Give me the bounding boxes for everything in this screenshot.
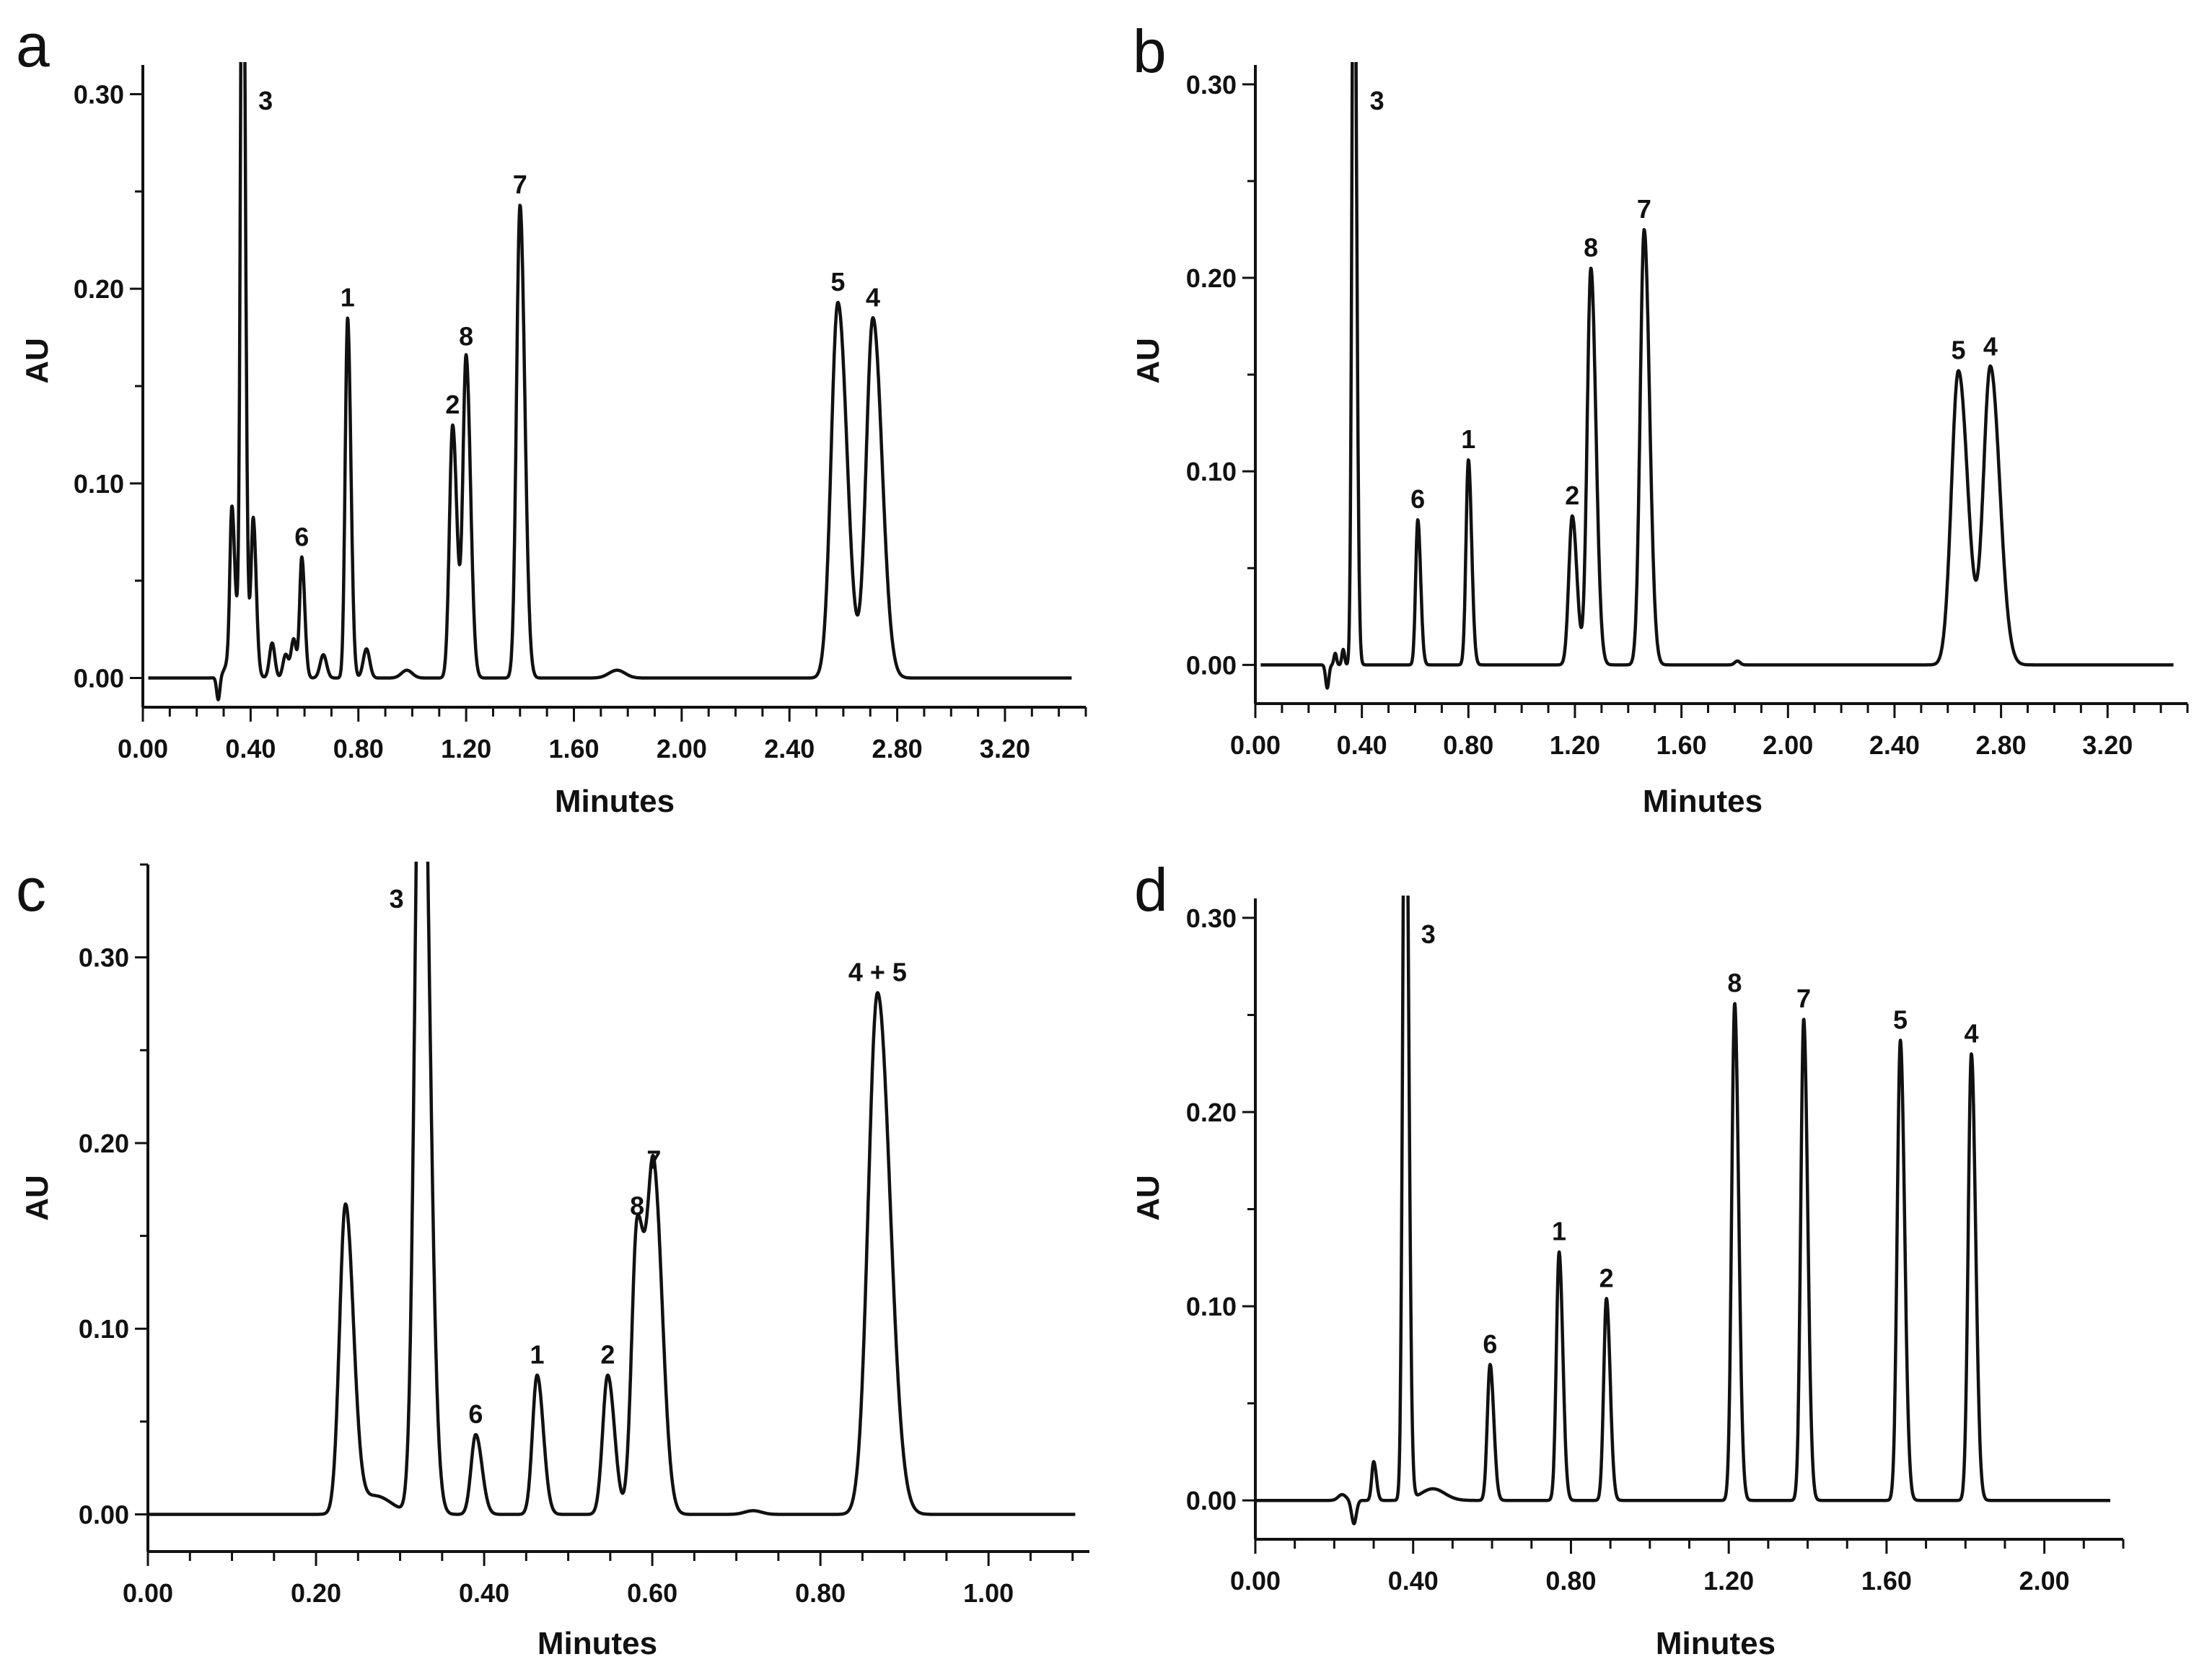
x-axis-title: Minutes <box>555 784 675 819</box>
x-tick-label: 1.60 <box>548 734 599 764</box>
x-axis-title: Minutes <box>1656 1626 1776 1661</box>
peak-label: 6 <box>294 522 309 551</box>
x-tick-label: 0.40 <box>459 1578 509 1608</box>
y-tick-label: 0.00 <box>79 1500 129 1530</box>
y-axis-title: AU <box>19 1175 55 1221</box>
panel-letter: c <box>16 856 46 924</box>
y-tick-label: 0.10 <box>74 469 124 499</box>
y-tick-label: 0.10 <box>79 1314 129 1344</box>
y-axis-title: AU <box>1131 338 1166 384</box>
x-tick-label: 0.40 <box>225 734 276 764</box>
y-tick-label: 0.30 <box>79 943 129 973</box>
peak-label: 2 <box>1599 1263 1614 1292</box>
peak-label: 5 <box>1893 1005 1908 1034</box>
peak-label: 4 <box>1983 331 1998 361</box>
peak-label: 8 <box>630 1191 644 1221</box>
peak-label: 8 <box>1584 233 1598 263</box>
x-tick-label: 1.20 <box>1703 1566 1754 1596</box>
x-tick-label: 1.20 <box>1550 730 1600 760</box>
x-tick-label: 2.40 <box>764 734 815 764</box>
peak-label: 7 <box>1796 984 1811 1013</box>
x-tick-label: 3.20 <box>980 734 1030 764</box>
peak-label: 1 <box>530 1340 544 1370</box>
y-axis-title: AU <box>19 338 55 384</box>
panel-d: d 0.00 0.40 0.80 1.20 1.60 2.00 0.00 0.10 0.20 0.3… <box>1131 856 2125 1661</box>
panel-letter: a <box>16 12 50 79</box>
peak-label: 3 <box>390 884 404 914</box>
peak-label: 7 <box>1637 194 1651 224</box>
y-tick-label: 0.10 <box>1186 1292 1237 1321</box>
x-tick-label: 0.80 <box>1443 730 1493 760</box>
peak-label: 3 <box>1421 919 1436 949</box>
x-tick-label: 0.40 <box>1337 730 1387 760</box>
y-tick-label: 0.00 <box>1186 1486 1237 1515</box>
chromatogram-trace <box>148 862 1077 1516</box>
peak-label: 1 <box>1552 1217 1566 1246</box>
x-tick-label: 1.20 <box>441 734 491 764</box>
y-tick-label: 0.30 <box>74 79 124 109</box>
y-axis-title: AU <box>1131 1175 1166 1221</box>
panel-b: b 0.00 0.40 0.80 1.20 1.60 2.00 2.40 2.80 3.20 0.0… <box>1131 17 2189 819</box>
chromatogram-trace <box>1259 62 2175 690</box>
x-tick-label: 1.60 <box>1861 1566 1912 1596</box>
peak-label: 7 <box>646 1145 661 1174</box>
peak-label: 7 <box>513 170 527 199</box>
x-axis-title: Minutes <box>1643 784 1763 819</box>
panel-letter: d <box>1134 856 1168 924</box>
x-tick-label: 0.80 <box>795 1578 846 1608</box>
peak-label: 4 <box>1964 1018 1978 1048</box>
x-tick-label: 0.00 <box>1230 1566 1281 1596</box>
y-tick-label: 0.00 <box>1186 650 1237 680</box>
x-axis-title: Minutes <box>537 1626 657 1661</box>
x-tick-label: 2.00 <box>1763 730 1813 760</box>
y-tick-label: 0.10 <box>1186 457 1237 486</box>
y-tick-label: 0.30 <box>1186 70 1237 100</box>
y-tick-label: 0.20 <box>1186 263 1237 293</box>
peak-label: 1 <box>1461 424 1475 454</box>
x-tick-label: 0.00 <box>118 734 168 764</box>
peak-label: 2 <box>1565 481 1579 510</box>
x-tick-label: 0.60 <box>627 1578 677 1608</box>
peak-label: 1 <box>341 283 355 312</box>
peak-label: 3 <box>1370 86 1384 115</box>
x-tick-label: 0.00 <box>123 1578 173 1608</box>
peak-label: 6 <box>468 1399 483 1429</box>
x-tick-label: 2.80 <box>872 734 923 764</box>
panel-a: a 0.00 0.40 0.80 1.20 1.60 2.00 2.40 2.80 3.20 0.0… <box>16 12 1087 819</box>
x-tick-label: 0.00 <box>1230 730 1281 760</box>
x-tick-label: 2.80 <box>1976 730 2027 760</box>
y-tick-label: 0.30 <box>1186 903 1237 933</box>
peak-label: 6 <box>1483 1329 1497 1359</box>
peak-label: 5 <box>830 267 845 297</box>
x-tick-label: 2.40 <box>1869 730 1920 760</box>
peak-label: 5 <box>1952 336 1966 365</box>
x-tick-label: 1.00 <box>963 1578 1014 1608</box>
peak-label: 3 <box>258 86 273 115</box>
x-tick-label: 1.60 <box>1656 730 1707 760</box>
x-tick-label: 2.00 <box>657 734 707 764</box>
chromatogram-trace <box>1255 896 2112 1526</box>
peak-label: 6 <box>1410 484 1425 514</box>
peak-label: 8 <box>1727 968 1742 997</box>
peak-label: 8 <box>459 322 473 351</box>
peak-label: 2 <box>600 1340 615 1370</box>
x-tick-label: 0.40 <box>1388 1566 1439 1596</box>
y-tick-label: 0.20 <box>74 274 124 304</box>
y-tick-label: 0.20 <box>1186 1098 1237 1127</box>
x-tick-label: 2.00 <box>2019 1566 2070 1596</box>
x-tick-label: 0.80 <box>1545 1566 1596 1596</box>
y-tick-label: 0.00 <box>74 664 124 694</box>
x-tick-label: 3.20 <box>2082 730 2133 760</box>
peak-label: 2 <box>445 390 460 419</box>
y-tick-label: 0.20 <box>79 1129 129 1158</box>
peak-label: 4 + 5 <box>848 958 907 987</box>
peak-label: 4 <box>866 283 880 312</box>
panel-letter: b <box>1133 17 1167 85</box>
x-tick-label: 0.20 <box>291 1578 341 1608</box>
chromatogram-trace <box>146 62 1074 701</box>
x-tick-label: 0.80 <box>333 734 384 764</box>
panel-c: c 0.00 0.20 0.40 0.60 0.80 1.00 0.00 0.10 0.20 0.3… <box>16 856 1089 1661</box>
